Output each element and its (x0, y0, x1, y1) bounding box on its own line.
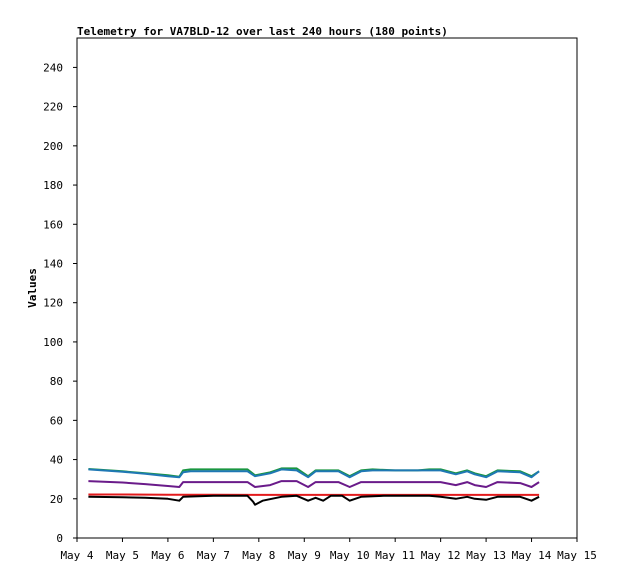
x-tick-label: May 5 (106, 549, 139, 562)
x-tick-label: May 9 (288, 549, 321, 562)
x-tick-label: May 6 (151, 549, 184, 562)
x-tick-label: May 12 (421, 549, 461, 562)
x-tick-label: May 7 (197, 549, 230, 562)
y-tick-label: 140 (43, 257, 63, 270)
y-tick-label: 20 (50, 493, 63, 506)
x-tick-label: May 14 (512, 549, 552, 562)
y-tick-label: 220 (43, 101, 63, 114)
x-tick-label: May 4 (60, 549, 93, 562)
x-tick-label: May 10 (330, 549, 370, 562)
y-tick-label: 40 (50, 454, 63, 467)
y-tick-label: 60 (50, 414, 63, 427)
chart-title: Telemetry for VA7BLD-12 over last 240 ho… (77, 25, 448, 38)
y-tick-label: 240 (43, 61, 63, 74)
x-tick-label: May 13 (466, 549, 506, 562)
y-tick-label: 120 (43, 297, 63, 310)
y-tick-label: 100 (43, 336, 63, 349)
y-tick-label: 160 (43, 218, 63, 231)
x-tick-label: May 8 (242, 549, 275, 562)
x-tick-label: May 11 (375, 549, 415, 562)
y-tick-label: 0 (56, 532, 63, 545)
y-axis-label: Values (26, 268, 39, 308)
y-tick-label: 180 (43, 179, 63, 192)
x-tick-label: May 15 (557, 549, 597, 562)
y-tick-label: 80 (50, 375, 63, 388)
y-tick-label: 200 (43, 140, 63, 153)
